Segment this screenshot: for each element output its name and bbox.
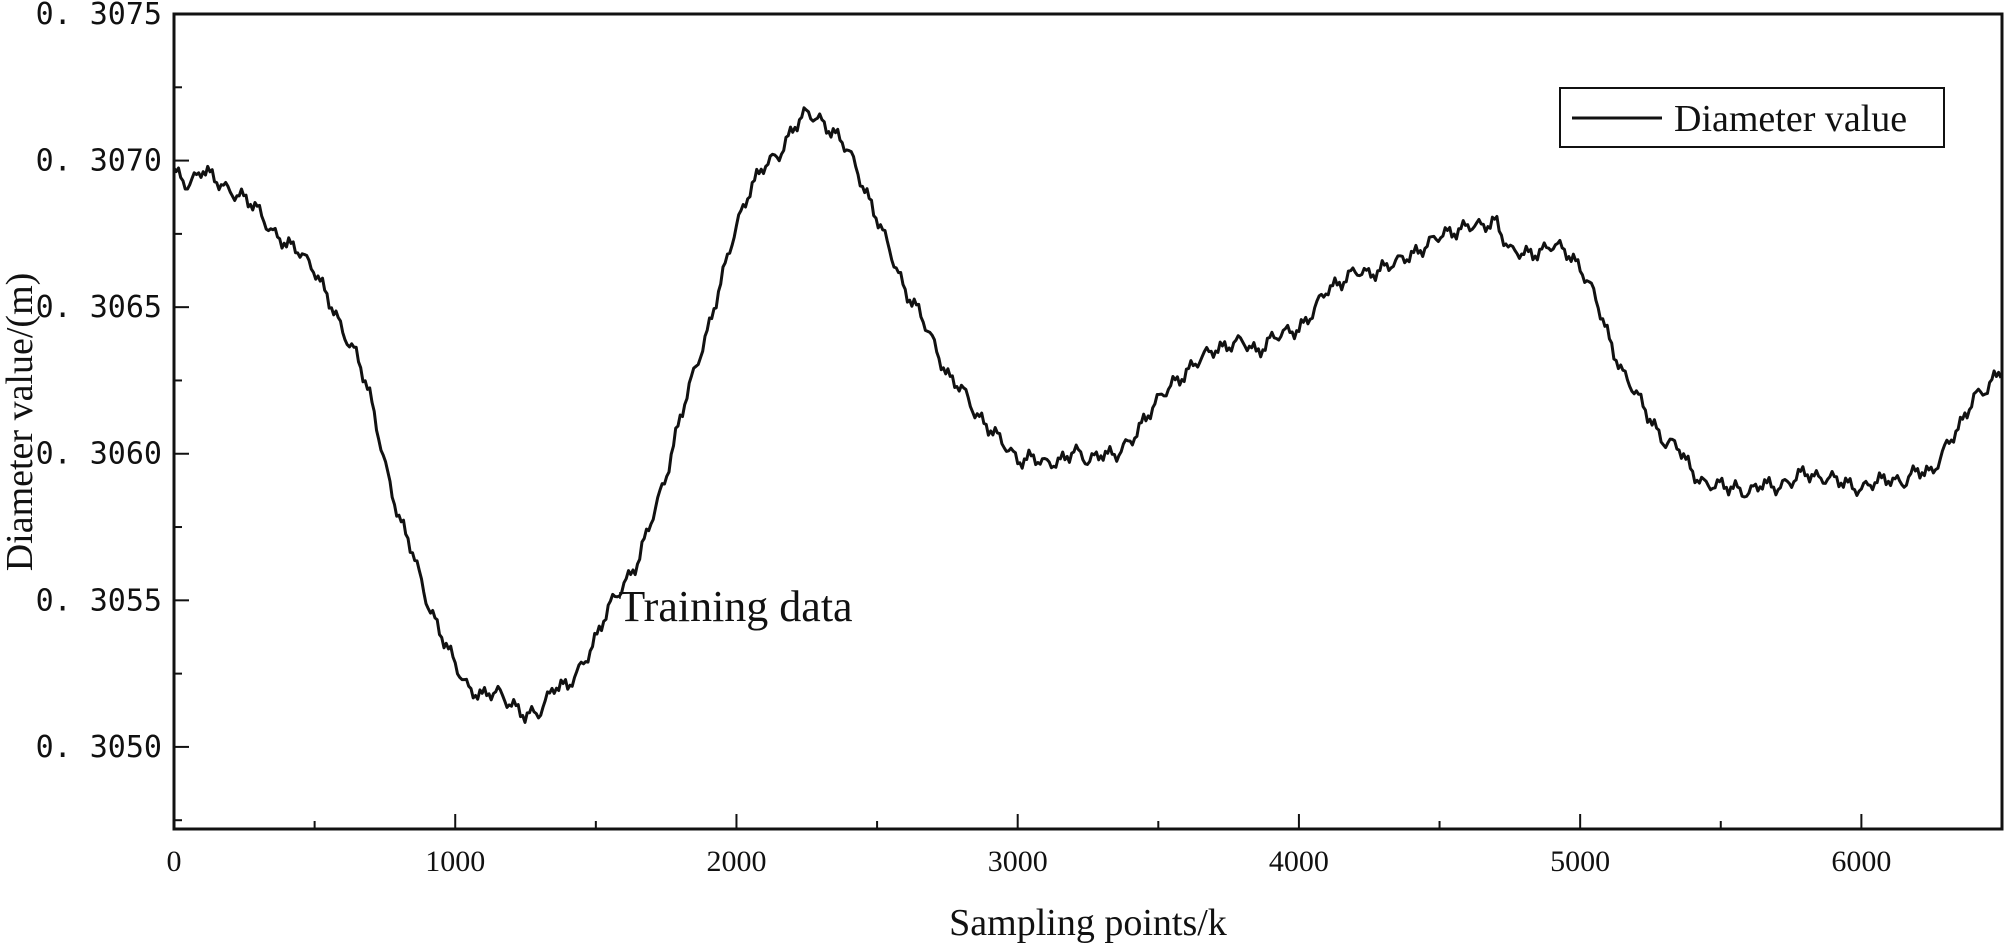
y-tick-label: 0. 3065 <box>36 290 162 325</box>
x-tick-label: 2000 <box>706 845 766 878</box>
y-tick-label: 0. 3060 <box>36 437 162 472</box>
annotation-training-data: Training data <box>618 582 852 631</box>
y-tick-label: 0. 3075 <box>36 0 162 32</box>
legend-entry: Diameter value <box>1674 98 1907 140</box>
x-axis-title: Sampling points/k <box>949 902 1227 944</box>
x-tick-label: 1000 <box>425 845 485 878</box>
y-tick-label: 0. 3050 <box>36 730 162 765</box>
x-axis: 0 1000 2000 3000 4000 5000 6000 <box>167 814 1891 878</box>
series-line <box>172 106 2003 724</box>
y-tick-label: 0. 3070 <box>36 144 162 179</box>
y-axis: 0. 3050 0. 3055 0. 3060 0. 3065 0. 3070 0. 30… <box>36 0 189 822</box>
x-tick-label: 6000 <box>1831 845 1891 878</box>
y-axis-title: Diameter value/(m) <box>0 273 41 572</box>
x-tick-label: 5000 <box>1550 845 1610 878</box>
x-tick-label: 3000 <box>988 845 1048 878</box>
y-tick-label: 0. 3055 <box>36 583 162 618</box>
x-tick-label: 4000 <box>1269 845 1329 878</box>
x-tick-label: 0 <box>167 845 182 878</box>
series-layer <box>172 106 2003 724</box>
legend: Diameter value <box>1559 87 1945 148</box>
plot-frame <box>172 12 2004 831</box>
